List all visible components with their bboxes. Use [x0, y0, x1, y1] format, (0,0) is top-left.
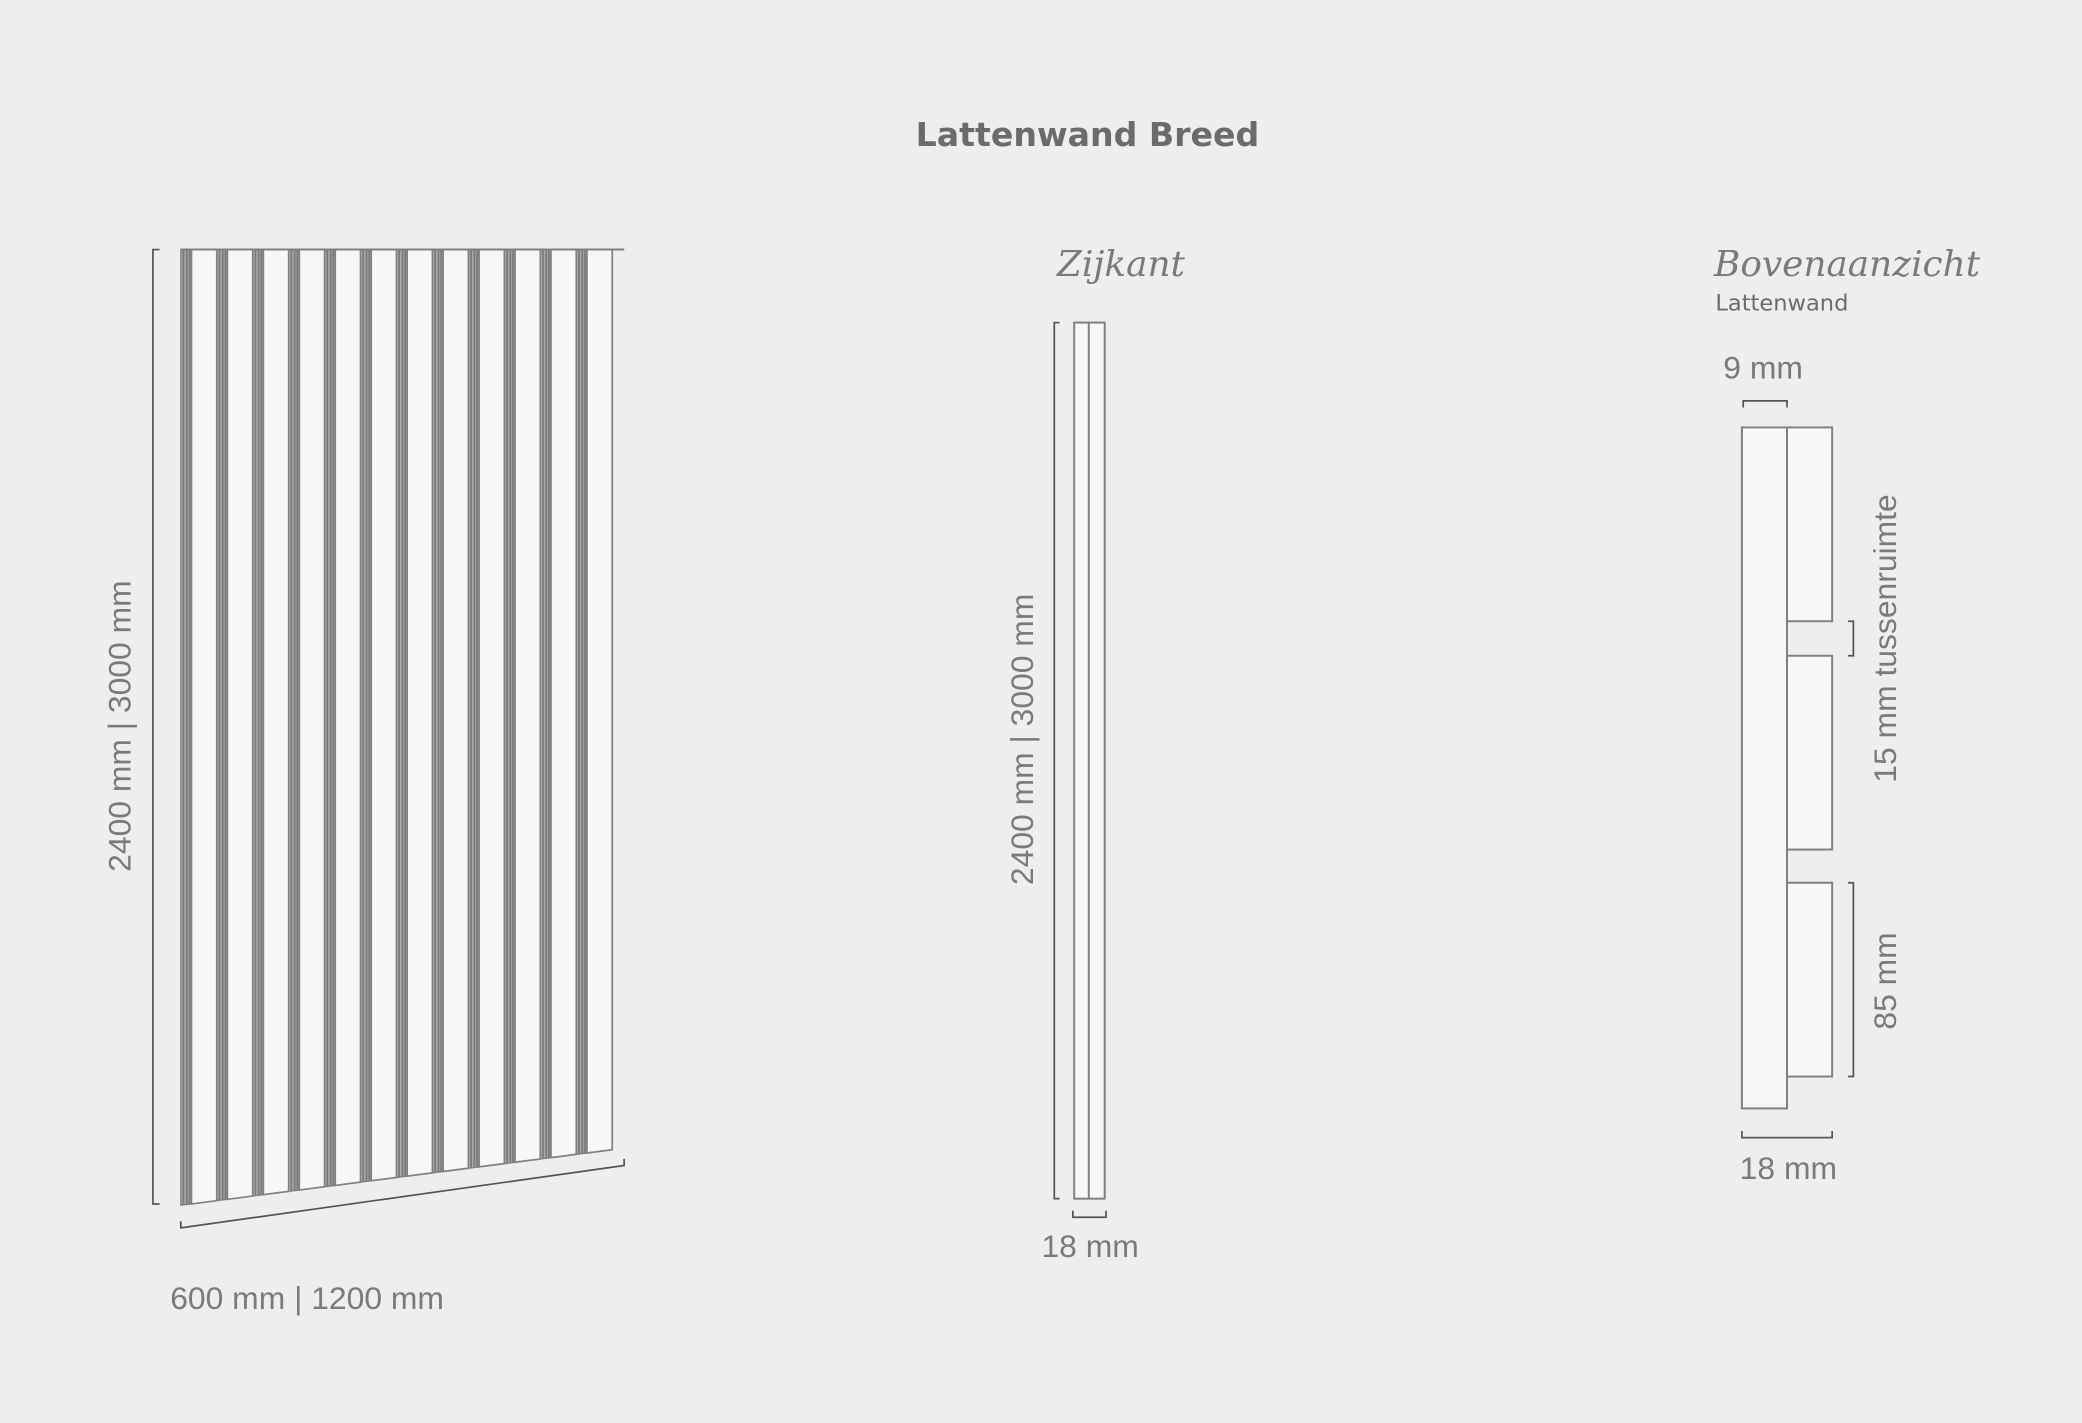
slat-face — [406, 248, 434, 1178]
slat-face — [226, 248, 254, 1201]
side-view-heading: Zijkant — [1056, 244, 1186, 285]
slat-face — [334, 248, 362, 1187]
top-view: Bovenaanzicht Lattenwand 9 mm 15 mm tuss… — [1713, 244, 1981, 1186]
width-dimension-bracket — [179, 1158, 626, 1229]
slat-face — [262, 248, 290, 1196]
gap-bracket — [1848, 620, 1855, 657]
total-thickness-label: 18 mm — [1740, 1150, 1837, 1186]
side-height-label: 2400 mm | 3000 mm — [1004, 594, 1040, 885]
backing-thickness-label: 9 mm — [1723, 349, 1803, 385]
top-view-subheading: Lattenwand — [1715, 291, 1848, 317]
backing-board — [1740, 426, 1789, 1110]
side-height-bracket — [1053, 321, 1060, 1200]
slat-face — [550, 248, 578, 1159]
top-slat — [1786, 654, 1834, 851]
total-thickness-bracket — [1741, 1130, 1834, 1139]
slat-face — [514, 248, 542, 1164]
slat-face — [478, 248, 506, 1168]
slat-width-bracket — [1848, 881, 1855, 1078]
side-thickness-label: 18 mm — [1041, 1228, 1138, 1264]
front-view: 2400 mm | 3000 mm 600 mm | 1200 mm — [101, 248, 626, 1316]
front-height-label: 2400 mm | 3000 mm — [101, 580, 137, 871]
side-thickness-bracket — [1071, 1210, 1107, 1219]
slat-group — [180, 248, 625, 1207]
slat-face — [370, 248, 398, 1182]
slat-face — [442, 248, 470, 1173]
page-title: Lattenwand Breed — [916, 115, 1260, 154]
top-view-heading: Bovenaanzicht — [1713, 244, 1981, 285]
slat-face — [190, 248, 218, 1205]
slat-face — [298, 248, 326, 1192]
gap-label: 15 mm tussenruimte — [1867, 494, 1903, 782]
slat-width-label: 85 mm — [1867, 932, 1903, 1029]
backing-bracket — [1742, 400, 1788, 408]
height-dimension-bracket — [152, 248, 160, 1205]
side-view: Zijkant 2400 mm | 3000 mm 18 mm — [1004, 244, 1186, 1264]
top-slat — [1786, 426, 1834, 623]
top-slat — [1786, 881, 1834, 1078]
slat-face — [586, 248, 614, 1155]
front-width-label: 600 mm | 1200 mm — [170, 1280, 444, 1316]
